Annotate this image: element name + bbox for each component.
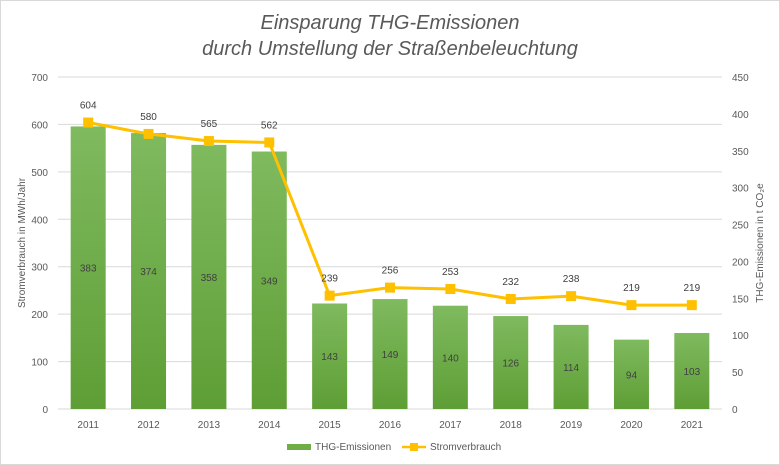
chart-title-line2: durch Umstellung der Straßenbeleuchtung (202, 38, 578, 60)
y-left-tick-label: 100 (31, 358, 48, 369)
bar-data-label: 140 (442, 353, 459, 364)
x-tick-label: 2012 (137, 420, 160, 431)
bar-thg-2018 (493, 316, 529, 409)
bar-data-label: 114 (563, 363, 579, 374)
line-data-label: 219 (623, 283, 640, 294)
bar-thg-2021 (674, 333, 710, 409)
bar-data-label: 94 (626, 370, 638, 381)
marker-strom-2013 (203, 136, 214, 147)
bar-data-label: 143 (321, 352, 338, 363)
bar-thg-2020 (613, 339, 649, 409)
bar-thg-2012 (131, 133, 167, 409)
bar-thg-2015 (312, 303, 348, 409)
line-data-label: 562 (261, 120, 278, 131)
y-right-tick-label: 350 (732, 147, 749, 158)
marker-strom-2011 (83, 117, 94, 128)
bar-data-label: 149 (382, 350, 399, 361)
legend-marker-strom (410, 443, 418, 451)
x-tick-label: 2021 (681, 420, 704, 431)
y-left-tick-label: 600 (31, 120, 48, 131)
x-tick-label: 2014 (258, 420, 281, 431)
line-data-label: 253 (442, 267, 459, 278)
marker-strom-2021 (686, 300, 697, 311)
y-axis-right-label: THG-Emissionen in t CO₂e (755, 183, 766, 303)
y-right-tick-label: 300 (732, 184, 749, 195)
y-left-tick-label: 500 (31, 168, 48, 179)
y-right-tick-label: 150 (732, 294, 749, 305)
marker-strom-2015 (324, 290, 335, 301)
legend-label-thg: THG-Emissionen (315, 442, 391, 453)
y-right-tick-label: 250 (732, 221, 749, 232)
legend: THG-Emissionen Stromverbrauch (287, 442, 501, 453)
x-tick-label: 2011 (77, 420, 99, 431)
y-right-tick-label: 200 (732, 257, 749, 268)
chart-title-line1: Einsparung THG-Emissionen (261, 12, 520, 34)
marker-strom-2012 (143, 128, 154, 139)
line-data-label: 580 (140, 112, 157, 123)
bar-data-label: 374 (140, 267, 157, 278)
bar-data-label: 349 (261, 276, 278, 287)
x-tick-label: 2016 (379, 420, 402, 431)
x-tick-label: 2013 (198, 420, 221, 431)
x-tick-label: 2019 (560, 420, 583, 431)
marker-strom-2020 (626, 300, 637, 311)
marker-strom-2014 (264, 137, 275, 148)
y-left-tick-label: 700 (31, 73, 48, 84)
x-tick-label: 2015 (319, 420, 342, 431)
x-tick-label: 2020 (620, 420, 643, 431)
marker-strom-2019 (566, 291, 577, 302)
line-data-label: 256 (382, 266, 399, 277)
y-left-tick-label: 0 (42, 405, 48, 416)
line-data-label: 565 (201, 119, 218, 130)
bar-thg-2019 (553, 324, 589, 409)
line-data-label: 219 (683, 283, 700, 294)
y-axis-left-label: Stromverbrauch in MWh/Jahr (17, 177, 28, 308)
marker-strom-2017 (445, 284, 456, 295)
y-right-tick-label: 450 (732, 73, 749, 84)
bar-thg-2013 (191, 144, 227, 409)
bar-thg-2017 (432, 305, 468, 409)
line-stromverbrauch (87, 121, 692, 307)
legend-label-strom: Stromverbrauch (430, 442, 501, 453)
line-data-label: 238 (563, 274, 580, 285)
bar-thg-2016 (372, 299, 408, 409)
legend-swatch-thg (287, 444, 311, 450)
y-left-tick-label: 200 (31, 310, 48, 321)
marker-strom-2018 (505, 293, 516, 304)
y-right-tick-label: 400 (732, 110, 749, 121)
y-right-tick-label: 50 (732, 368, 744, 379)
y-right-tick-label: 100 (732, 331, 749, 342)
line-data-label: 239 (321, 274, 338, 285)
bar-thg-2011 (70, 126, 106, 409)
y-left-tick-label: 400 (31, 215, 48, 226)
marker-strom-2016 (385, 282, 395, 293)
bar-data-label: 383 (80, 264, 97, 275)
line-data-label: 232 (502, 277, 519, 288)
y-left-tick-label: 300 (31, 263, 48, 274)
x-tick-label: 2018 (500, 420, 523, 431)
line-data-label: 604 (80, 101, 97, 112)
bar-data-label: 358 (201, 273, 218, 284)
x-tick-label: 2017 (439, 420, 462, 431)
bar-data-label: 126 (502, 359, 519, 370)
bar-thg-2014 (251, 151, 287, 409)
bar-data-label: 103 (683, 367, 700, 378)
y-right-tick-label: 0 (732, 405, 738, 416)
